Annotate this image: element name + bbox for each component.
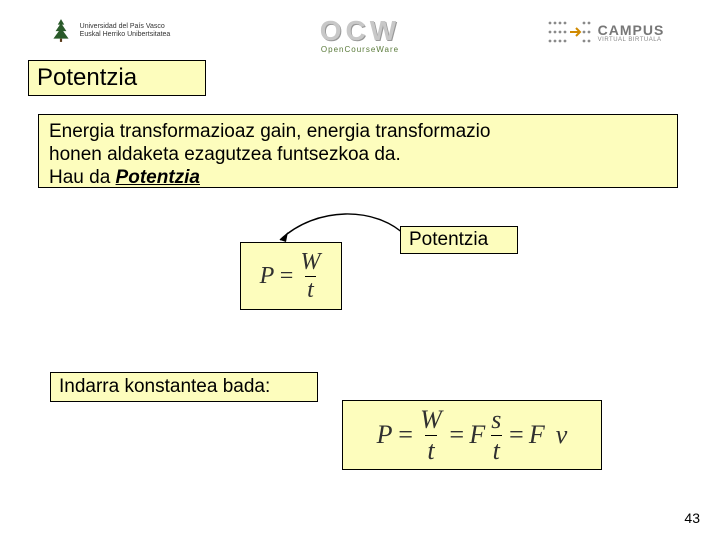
campus-sub: VIRTUAL BIRTUALA [598, 37, 665, 43]
description-box: Energia transformazioaz gain, energia tr… [38, 114, 678, 188]
logo-campus: CAMPUS VIRTUAL BIRTUALA [520, 10, 690, 56]
formula-power-force: P = W t = F s t = F v [342, 400, 602, 470]
formula-power-basic: P = W t [240, 242, 342, 310]
desc-line3-prefix: Hau da [49, 167, 116, 188]
f2-midcoef: F [469, 420, 485, 450]
desc-line2: honen aldaketa ezagutzea funtsezkoa da. [49, 144, 401, 165]
ocw-main: OCW [320, 15, 400, 47]
logo-university-text: Universidad del País Vasco Euskal Herrik… [80, 23, 171, 38]
f2-t2-num: s [489, 405, 503, 435]
header: Universidad del País Vasco Euskal Herrik… [0, 6, 720, 66]
f2-t1-den: t [425, 435, 436, 466]
page-number: 43 [684, 510, 700, 526]
desc-line3-em: Potentzia [116, 167, 200, 188]
label-potentzia: Potentzia [400, 226, 518, 254]
label-indarra-text: Indarra konstantea bada: [59, 376, 270, 398]
logo-ocw: OCW OpenCourseWare [290, 12, 430, 56]
f2-t2-den: t [491, 435, 502, 466]
f2-frac1: W t [418, 405, 444, 466]
equals-sign: = [278, 263, 294, 290]
dots-arrow-icon [546, 17, 592, 49]
label-indarra: Indarra konstantea bada: [50, 372, 318, 402]
equals-sign: = [507, 420, 525, 450]
campus-main: CAMPUS [598, 23, 665, 37]
f2-t1-num: W [418, 405, 444, 435]
ocw-sub: OpenCourseWare [321, 45, 399, 54]
equals-sign: = [397, 420, 415, 450]
title-box: Potentzia [28, 60, 206, 96]
f2-rhscoef: F [529, 420, 545, 450]
f1-den: t [305, 276, 316, 304]
f2-lhs: P [377, 420, 393, 450]
logo-university: Universidad del País Vasco Euskal Herrik… [34, 6, 184, 56]
tree-icon [48, 17, 74, 45]
f2-rhsvar: v [556, 420, 568, 450]
equals-sign: = [448, 420, 466, 450]
page-title: Potentzia [37, 64, 137, 92]
f1-fraction: W t [298, 249, 322, 304]
label-potentzia-text: Potentzia [409, 229, 488, 251]
f1-num: W [298, 249, 322, 276]
university-line2: Euskal Herriko Unibertsitatea [80, 31, 171, 39]
f1-lhs: P [260, 263, 275, 290]
desc-line1: Energia transformazioaz gain, energia tr… [49, 121, 490, 142]
university-line1: Universidad del País Vasco [80, 23, 171, 31]
logo-campus-text: CAMPUS VIRTUAL BIRTUALA [598, 23, 665, 43]
f2-frac2: s t [489, 405, 503, 466]
